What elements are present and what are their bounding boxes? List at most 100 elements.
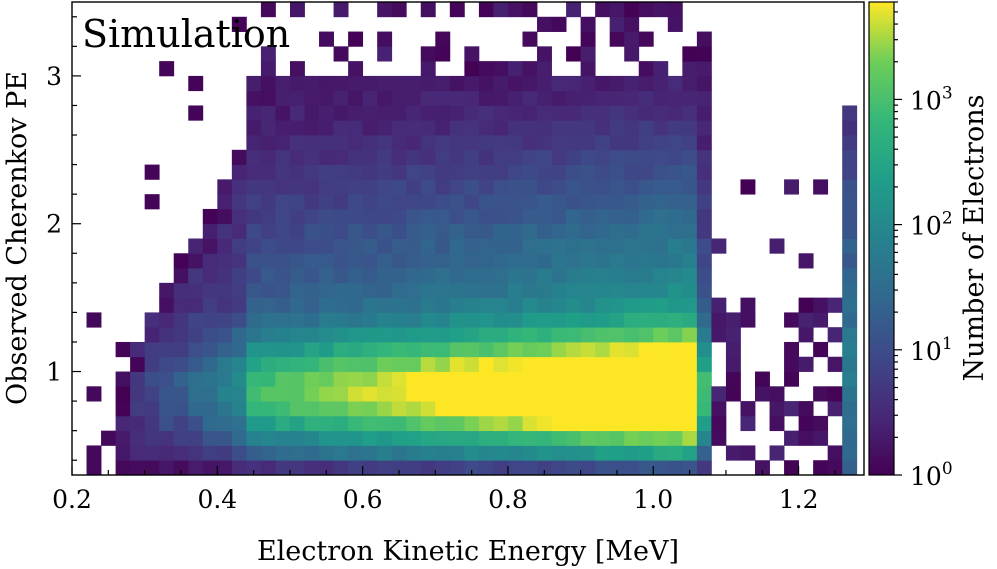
heatmap-cell [391, 194, 407, 210]
heatmap-cell [217, 341, 233, 358]
heatmap-cell [406, 194, 422, 210]
heatmap-cell [130, 430, 146, 446]
heatmap-cell [246, 356, 262, 372]
heatmap-cell [522, 430, 538, 446]
heatmap-cell [493, 297, 509, 313]
heatmap-cell [406, 460, 422, 475]
heatmap-cell [507, 445, 523, 461]
heatmap-cell [420, 312, 436, 328]
heatmap-cell [377, 268, 393, 284]
heatmap-cell [595, 149, 611, 165]
heatmap-cell [609, 430, 625, 446]
heatmap-cell [377, 430, 393, 446]
heatmap-cell [653, 327, 669, 343]
heatmap-cell [595, 312, 611, 328]
heatmap-cell [580, 297, 596, 313]
heatmap-cell [202, 312, 218, 328]
heatmap-cell [217, 238, 233, 254]
heatmap-cell [653, 445, 669, 461]
heatmap-cell [696, 341, 712, 358]
heatmap-cell [464, 401, 480, 417]
heatmap-cell [362, 149, 378, 165]
heatmap-cell [231, 164, 247, 180]
heatmap-cell [638, 371, 654, 387]
heatmap-cell [362, 164, 378, 180]
heatmap-cell [449, 90, 465, 106]
heatmap-cell [682, 282, 698, 299]
heatmap-cell [580, 149, 596, 165]
heatmap-cell [391, 2, 407, 18]
heatmap-cell [842, 297, 858, 313]
heatmap-cell [696, 223, 712, 239]
heatmap-cell [231, 268, 247, 284]
heatmap-cell [522, 120, 538, 136]
heatmap-cell [173, 297, 189, 313]
heatmap-cell [464, 238, 480, 254]
heatmap-cell [377, 120, 393, 136]
heatmap-cell [464, 312, 480, 328]
heatmap-cell [696, 164, 712, 180]
heatmap-cell [551, 430, 567, 446]
heatmap-cell [435, 238, 451, 254]
heatmap-cell [653, 149, 669, 165]
heatmap-cell [711, 401, 727, 417]
heatmap-cell [493, 194, 509, 210]
heatmap-cell [537, 149, 552, 165]
heatmap-cell [537, 401, 552, 417]
heatmap-cell [391, 371, 407, 387]
heatmap-cell [667, 415, 683, 432]
heatmap-cell [478, 135, 494, 151]
heatmap-cell [580, 90, 596, 106]
heatmap-cell [551, 75, 567, 92]
heatmap-cell [130, 401, 146, 417]
heatmap-cell [566, 297, 582, 313]
heatmap-cell [319, 341, 334, 358]
heatmap-cell [144, 371, 160, 387]
heatmap-cell [217, 253, 233, 269]
heatmap-cell [115, 415, 131, 432]
heatmap-cell [246, 164, 262, 180]
heatmap-cell [449, 401, 465, 417]
heatmap-cell [420, 75, 436, 92]
heatmap-cell [478, 149, 494, 165]
heatmap-cell [842, 312, 858, 328]
heatmap-cell [231, 401, 247, 417]
heatmap-cell [333, 208, 349, 225]
heatmap-cell [493, 223, 509, 239]
heatmap-cell [638, 179, 654, 195]
heatmap-cell [101, 430, 116, 446]
heatmap-cell [827, 445, 843, 461]
heatmap-cell [144, 194, 160, 210]
heatmap-cell [493, 430, 509, 446]
heatmap-cell [798, 430, 814, 446]
heatmap-cell [609, 371, 625, 387]
heatmap-cell [580, 445, 596, 461]
heatmap-cell [435, 46, 451, 62]
heatmap-cell [566, 445, 582, 461]
heatmap-cell [551, 194, 567, 210]
heatmap-cell [202, 223, 218, 239]
heatmap-cell [696, 327, 712, 343]
heatmap-cell [696, 208, 712, 225]
heatmap-cell [144, 312, 160, 328]
heatmap-cell [566, 194, 582, 210]
heatmap-cell [260, 445, 276, 461]
heatmap-cell [275, 253, 291, 269]
heatmap-cell [464, 371, 480, 387]
heatmap-cell [667, 223, 683, 239]
heatmap-cell [159, 356, 175, 372]
heatmap-cell [304, 415, 320, 432]
heatmap-cell [377, 460, 393, 475]
heatmap-cell [188, 282, 204, 299]
heatmap-cell [275, 327, 291, 343]
heatmap-cell [667, 105, 683, 121]
heatmap-cell [188, 445, 204, 461]
heatmap-cell [522, 253, 538, 269]
heatmap-cell [275, 208, 291, 225]
heatmap-cell [725, 327, 741, 343]
heatmap-cell [202, 445, 218, 461]
heatmap-cell [464, 194, 480, 210]
heatmap-cell [304, 297, 320, 313]
heatmap-cell [725, 356, 741, 372]
heatmap-cell [202, 297, 218, 313]
